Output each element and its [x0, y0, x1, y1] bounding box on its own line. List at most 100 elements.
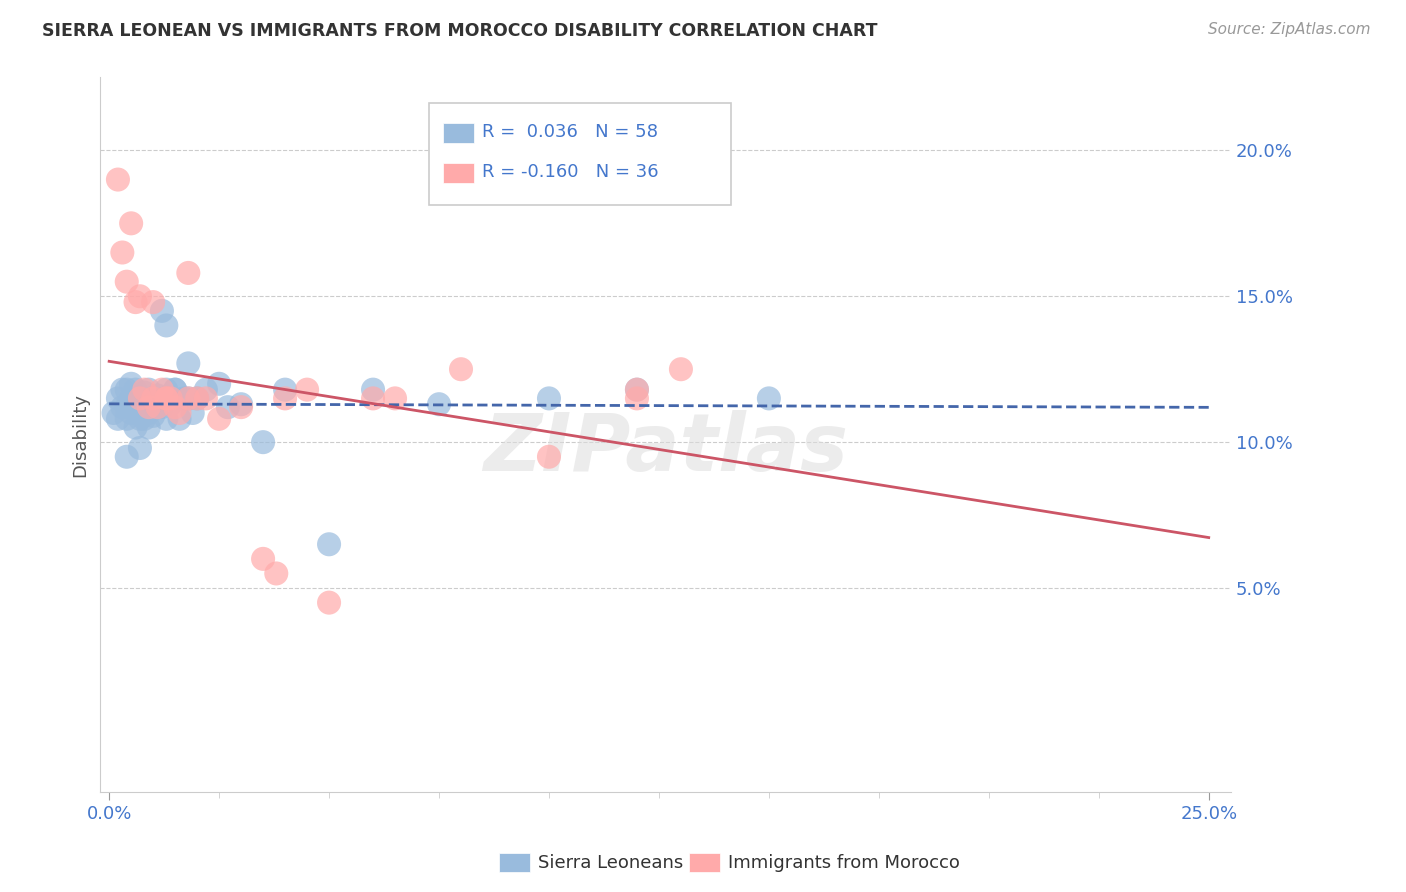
Point	[669, 362, 692, 376]
Point	[186, 392, 208, 406]
Point	[103, 406, 125, 420]
Point	[626, 383, 648, 397]
Point	[266, 566, 288, 581]
Point	[124, 295, 146, 310]
Point	[129, 397, 152, 411]
Point	[146, 388, 169, 402]
Point	[138, 406, 160, 420]
Point	[115, 383, 138, 397]
Point	[208, 412, 231, 426]
Text: Immigrants from Morocco: Immigrants from Morocco	[728, 854, 960, 871]
Point	[120, 392, 142, 406]
Point	[146, 400, 169, 414]
Point	[115, 275, 138, 289]
Point	[173, 392, 195, 406]
Point	[318, 537, 340, 551]
Point	[252, 435, 274, 450]
Text: ZIPatlas: ZIPatlas	[484, 410, 848, 488]
Point	[295, 383, 318, 397]
Point	[150, 400, 173, 414]
Point	[111, 400, 134, 414]
Point	[427, 397, 450, 411]
Point	[252, 552, 274, 566]
Point	[274, 383, 297, 397]
Point	[138, 400, 160, 414]
Point	[107, 172, 129, 186]
Point	[134, 383, 156, 397]
Point	[274, 392, 297, 406]
Point	[142, 400, 165, 414]
Text: Sierra Leoneans: Sierra Leoneans	[538, 854, 683, 871]
Point	[626, 392, 648, 406]
Point	[155, 318, 177, 333]
Point	[107, 392, 129, 406]
Point	[177, 392, 200, 406]
Point	[115, 400, 138, 414]
Point	[537, 392, 560, 406]
Point	[134, 400, 156, 414]
Point	[120, 406, 142, 420]
Point	[129, 412, 152, 426]
Point	[129, 392, 152, 406]
Point	[142, 392, 165, 406]
Text: R =  0.036   N = 58: R = 0.036 N = 58	[482, 123, 658, 141]
Point	[384, 392, 406, 406]
Point	[138, 383, 160, 397]
Point	[177, 266, 200, 280]
Point	[169, 406, 191, 420]
Point	[177, 356, 200, 370]
Text: R = -0.160   N = 36: R = -0.160 N = 36	[482, 163, 659, 181]
Point	[159, 392, 181, 406]
Point	[361, 392, 384, 406]
Point	[181, 406, 204, 420]
Point	[155, 392, 177, 406]
Point	[138, 420, 160, 434]
Point	[229, 397, 252, 411]
Point	[134, 412, 156, 426]
Point	[155, 392, 177, 406]
Point	[194, 392, 217, 406]
Point	[361, 383, 384, 397]
Point	[194, 383, 217, 397]
Point	[208, 376, 231, 391]
Point	[115, 450, 138, 464]
Text: SIERRA LEONEAN VS IMMIGRANTS FROM MOROCCO DISABILITY CORRELATION CHART: SIERRA LEONEAN VS IMMIGRANTS FROM MOROCC…	[42, 22, 877, 40]
Point	[229, 400, 252, 414]
Point	[186, 392, 208, 406]
Point	[120, 376, 142, 391]
Point	[537, 450, 560, 464]
Point	[111, 245, 134, 260]
Point	[120, 216, 142, 230]
Point	[146, 400, 169, 414]
Point	[155, 412, 177, 426]
Point	[169, 412, 191, 426]
Point	[142, 392, 165, 406]
Point	[150, 383, 173, 397]
Point	[150, 303, 173, 318]
Point	[124, 400, 146, 414]
Point	[134, 385, 156, 400]
Y-axis label: Disability: Disability	[72, 392, 89, 477]
Point	[142, 295, 165, 310]
Point	[129, 289, 152, 303]
Point	[159, 397, 181, 411]
Point	[138, 397, 160, 411]
Point	[129, 392, 152, 406]
Point	[626, 383, 648, 397]
Point	[758, 392, 780, 406]
Point	[107, 412, 129, 426]
Point	[115, 412, 138, 426]
Point	[165, 383, 187, 397]
Point	[111, 383, 134, 397]
Point	[217, 400, 239, 414]
Point	[177, 392, 200, 406]
Point	[450, 362, 472, 376]
Point	[124, 420, 146, 434]
Point	[155, 383, 177, 397]
Point	[146, 400, 169, 414]
Point	[318, 596, 340, 610]
Point	[129, 441, 152, 455]
Text: Source: ZipAtlas.com: Source: ZipAtlas.com	[1208, 22, 1371, 37]
Point	[165, 383, 187, 397]
Point	[124, 383, 146, 397]
